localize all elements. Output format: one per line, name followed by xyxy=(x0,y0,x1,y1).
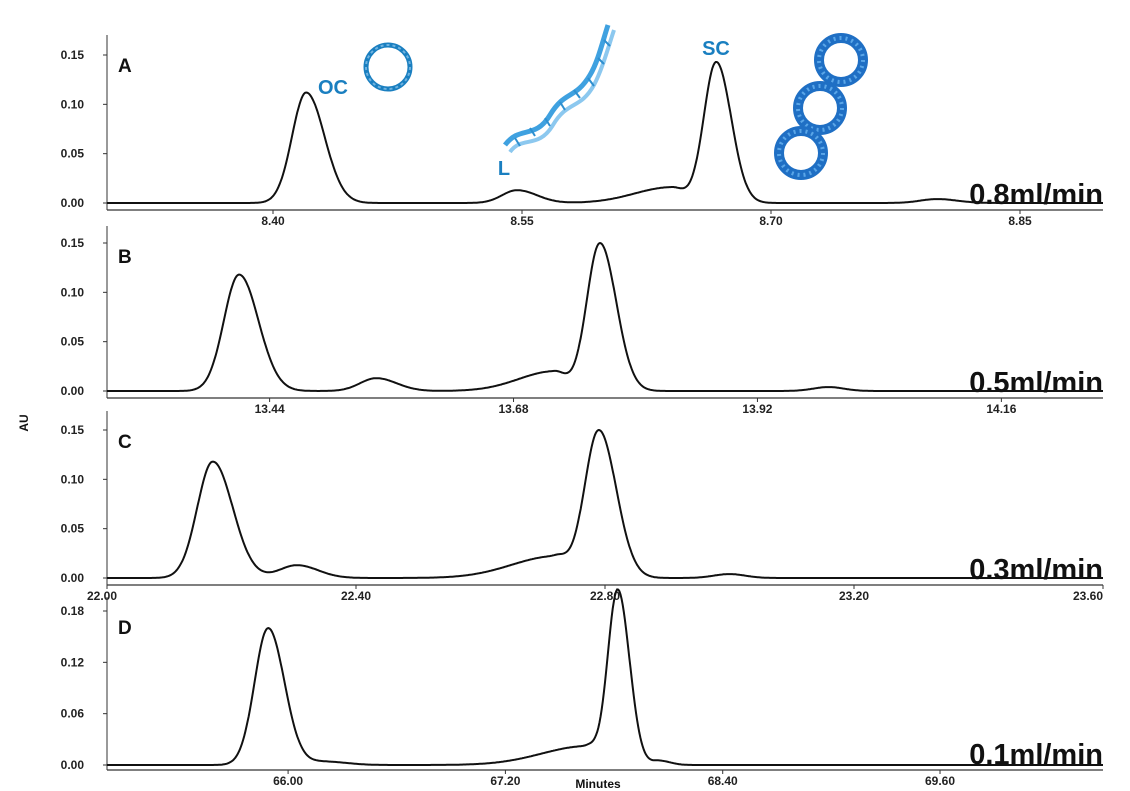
y-tick-label: 0.00 xyxy=(61,758,85,772)
x-axis-title: Minutes xyxy=(575,777,621,791)
flow-rate-label: 0.1ml/min xyxy=(969,739,1103,771)
y-tick-label: 0.18 xyxy=(61,604,85,618)
chromatogram-trace xyxy=(107,242,1103,392)
x-tick-label: 8.70 xyxy=(759,214,783,228)
x-tick-label: 13.44 xyxy=(255,402,285,416)
y-tick-label: 0.15 xyxy=(61,236,85,250)
x-tick-label: 22.00 xyxy=(87,589,117,603)
x-tick-label: 13.92 xyxy=(742,402,772,416)
y-tick-label: 0.10 xyxy=(61,285,85,299)
open-circular-dna-icon xyxy=(363,42,413,92)
y-axis-title: AU xyxy=(17,414,31,431)
chromatogram-trace xyxy=(107,428,1103,579)
x-tick-label: 8.40 xyxy=(261,214,285,228)
x-tick-label: 14.16 xyxy=(986,402,1016,416)
peak-label-oc: OC xyxy=(318,77,348,99)
x-tick-label: 23.20 xyxy=(839,589,869,603)
panel-d: 0.00 0.06 0.12 0.18 66.00 67.20 68.40 69.60 D 0.1… xyxy=(61,588,1103,788)
y-tick-label: 0.12 xyxy=(61,655,85,669)
y-tick-label: 0.06 xyxy=(61,707,85,721)
x-tick-label: 22.80 xyxy=(590,589,620,603)
x-tick-label: 22.40 xyxy=(341,589,371,603)
y-tick-label: 0.05 xyxy=(61,147,85,161)
flow-rate-label: 0.3ml/min xyxy=(969,554,1103,586)
panel-letter: B xyxy=(118,247,132,268)
y-tick-label: 0.15 xyxy=(61,48,85,62)
y-tick-label: 0.00 xyxy=(61,571,85,585)
x-tick-label: 69.60 xyxy=(925,774,955,788)
y-tick-label: 0.00 xyxy=(61,196,85,210)
y-tick-label: 0.10 xyxy=(61,472,85,486)
x-tick-label: 23.60 xyxy=(1073,589,1103,603)
panel-letter: D xyxy=(118,618,132,639)
y-tick-label: 0.15 xyxy=(61,423,85,437)
y-tick-label: 0.05 xyxy=(61,522,85,536)
panels-group: 0.00 0.05 0.10 0.15 8.40 8.55 8.70 8.85 A 0.8ml/m… xyxy=(61,35,1104,788)
panel-a: 0.00 0.05 0.10 0.15 8.40 8.55 8.70 8.85 A 0.8ml/m… xyxy=(61,35,1103,228)
peak-label-l: L xyxy=(498,158,510,180)
x-tick-label: 8.85 xyxy=(1008,214,1032,228)
chromatogram-trace xyxy=(107,61,1103,204)
panel-c: 0.00 0.05 0.10 0.15 22.00 22.40 22.80 23.20 23.6… xyxy=(61,411,1104,603)
chromatogram-trace xyxy=(107,588,1103,766)
panel-b: 0.00 0.05 0.10 0.15 13.44 13.68 13.92 14.16 B 0.5… xyxy=(61,226,1103,416)
linear-dna-helix-icon xyxy=(503,24,616,154)
flow-rate-label: 0.5ml/min xyxy=(969,367,1103,399)
y-tick-label: 0.00 xyxy=(61,384,85,398)
supercoiled-dna-icon xyxy=(774,33,868,180)
x-tick-label: 13.68 xyxy=(499,402,529,416)
panel-letter: C xyxy=(118,432,132,453)
y-tick-label: 0.10 xyxy=(61,97,85,111)
flow-rate-label: 0.8ml/min xyxy=(969,179,1103,211)
x-tick-label: 8.55 xyxy=(510,214,534,228)
panel-letter: A xyxy=(118,56,132,77)
x-tick-label: 67.20 xyxy=(490,774,520,788)
peak-label-sc: SC xyxy=(702,38,730,60)
y-tick-label: 0.05 xyxy=(61,335,85,349)
x-tick-label: 68.40 xyxy=(708,774,738,788)
x-tick-label: 66.00 xyxy=(273,774,303,788)
